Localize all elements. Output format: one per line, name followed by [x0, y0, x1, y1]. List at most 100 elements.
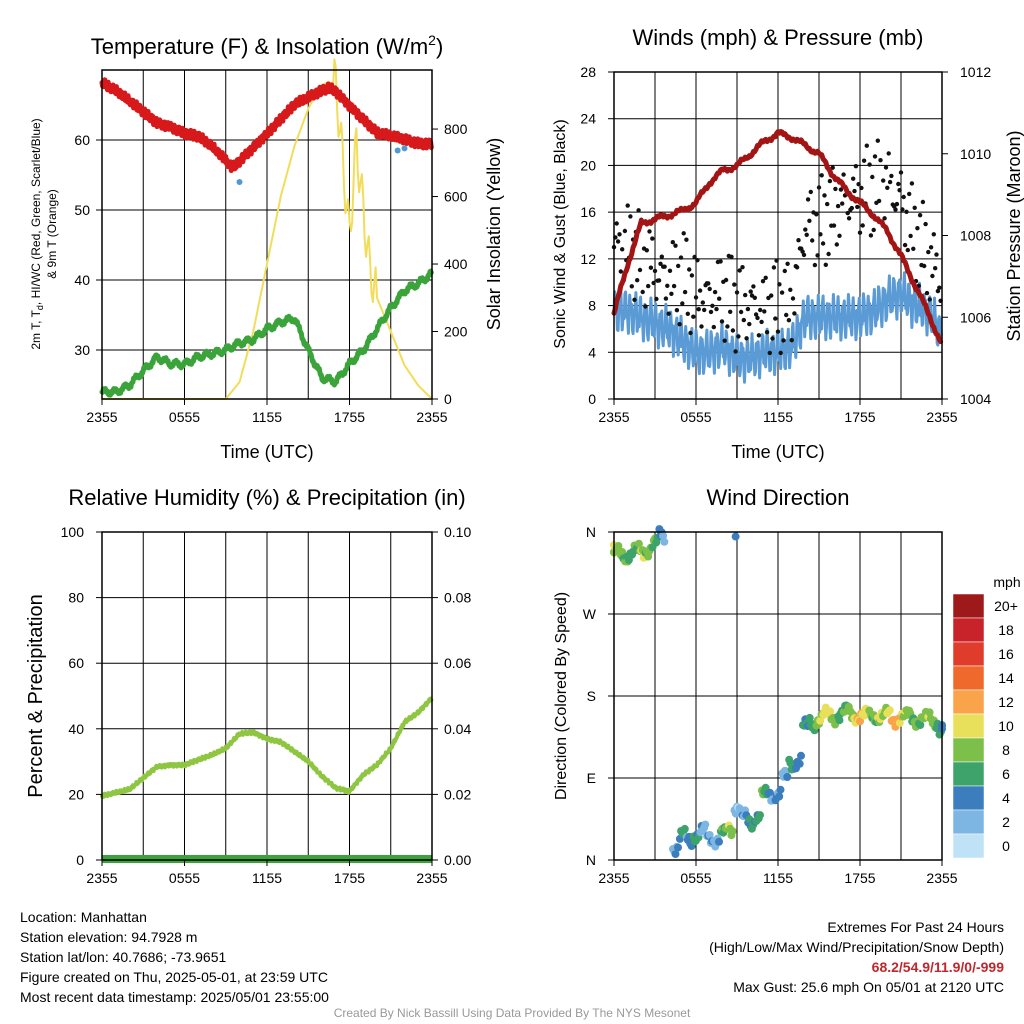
gust-point — [777, 282, 782, 287]
gust-point — [870, 174, 875, 180]
gust-point — [751, 284, 756, 289]
gust-point — [763, 275, 768, 280]
gust-point — [748, 289, 753, 294]
gust-point — [935, 288, 941, 294]
chart-title: Wind Direction — [706, 485, 849, 510]
y2-tick-label: 400 — [444, 256, 468, 272]
y-tick-label: N — [586, 852, 596, 868]
gust-point — [773, 316, 778, 321]
gust-point — [670, 240, 675, 245]
gust-point — [710, 303, 715, 308]
x-tick-label: 1755 — [334, 409, 365, 425]
y-axis-label-part: 2m T, T — [29, 309, 43, 349]
gust-point — [738, 309, 744, 315]
gust-point — [684, 237, 689, 242]
x-tick-label: 1155 — [763, 409, 793, 425]
gust-point — [930, 273, 935, 279]
legend-label: 0 — [1002, 838, 1010, 854]
gust-point — [662, 264, 667, 269]
gust-point — [826, 251, 831, 257]
gust-point — [666, 311, 671, 316]
direction-point — [634, 539, 643, 548]
gust-point — [790, 296, 796, 301]
extremes-values: 68.2/54.9/11.9/0/-999 — [871, 959, 1004, 975]
gust-point — [699, 324, 704, 329]
gust-point — [769, 293, 774, 298]
x-tick-label: 2355 — [598, 409, 629, 425]
x-tick-label: 2355 — [598, 870, 629, 886]
gust-point — [728, 309, 733, 314]
gust-point — [729, 254, 734, 259]
gust-point — [933, 266, 938, 271]
gust-point — [805, 197, 811, 202]
direction-point — [731, 532, 740, 541]
gust-point — [650, 236, 655, 241]
gust-point — [851, 176, 856, 181]
gust-point — [920, 199, 926, 205]
gust-point — [778, 350, 783, 356]
gust-point — [779, 290, 785, 295]
gust-point — [618, 269, 623, 274]
heat-index-point — [394, 147, 401, 154]
y-axis-label: Direction (Colored By Speed) — [553, 592, 570, 800]
legend-label: 18 — [998, 622, 1014, 638]
gust-point — [737, 268, 742, 273]
y2-tick-label: 1006 — [960, 309, 991, 325]
gust-point — [867, 162, 872, 167]
gust-point — [788, 287, 793, 292]
gust-point — [875, 138, 880, 143]
gust-point — [677, 322, 682, 327]
direction-point — [795, 759, 804, 768]
legend-swatch — [952, 617, 985, 643]
direction-point — [765, 788, 774, 797]
y-tick-label: 0 — [588, 391, 596, 407]
gust-point — [859, 185, 864, 191]
gust-point — [760, 279, 766, 284]
temperature-panel: 2355 0555 1155 1755 235530405060020040060080… — [29, 32, 504, 462]
gust-point — [860, 223, 865, 228]
gust-point — [747, 321, 752, 327]
gust-point — [887, 179, 893, 185]
chart-title-sup: 2 — [428, 32, 436, 48]
direction-point — [895, 718, 904, 727]
gust-point — [708, 309, 714, 315]
gust-point — [707, 286, 712, 292]
gust-point — [774, 258, 779, 263]
gust-point — [745, 306, 751, 312]
gust-point — [733, 349, 738, 354]
gust-point — [688, 330, 693, 336]
gust-point — [898, 170, 904, 175]
gust-point — [909, 181, 915, 186]
gust-point — [674, 308, 680, 313]
gust-point — [695, 258, 700, 263]
pressure-line — [611, 129, 944, 345]
y-tick-label: E — [587, 770, 596, 786]
x-tick-label: 2355 — [926, 870, 957, 886]
direction-point — [660, 537, 669, 546]
gust-point — [637, 267, 643, 273]
y2-tick-label: 0.08 — [444, 590, 471, 606]
gust-point — [815, 253, 820, 258]
gust-point — [667, 268, 673, 273]
gust-point — [928, 245, 934, 250]
y-tick-label: 30 — [74, 342, 90, 358]
direction-point — [775, 792, 784, 801]
y-tick-label: 28 — [580, 64, 596, 80]
gust-point — [849, 205, 854, 211]
gust-point — [905, 247, 910, 253]
gust-point — [647, 229, 652, 234]
gust-point — [915, 226, 920, 231]
legend-label: 4 — [1002, 790, 1010, 806]
y2-tick-label: 800 — [444, 121, 468, 137]
gust-point — [685, 311, 690, 316]
gust-point — [814, 212, 819, 217]
gust-point — [706, 281, 711, 286]
gust-point — [682, 289, 688, 295]
direction-point — [783, 773, 792, 781]
gust-point — [632, 297, 637, 302]
gust-point — [845, 210, 850, 216]
gust-point — [784, 312, 789, 318]
gust-point — [644, 248, 649, 253]
gust-point — [912, 205, 917, 210]
